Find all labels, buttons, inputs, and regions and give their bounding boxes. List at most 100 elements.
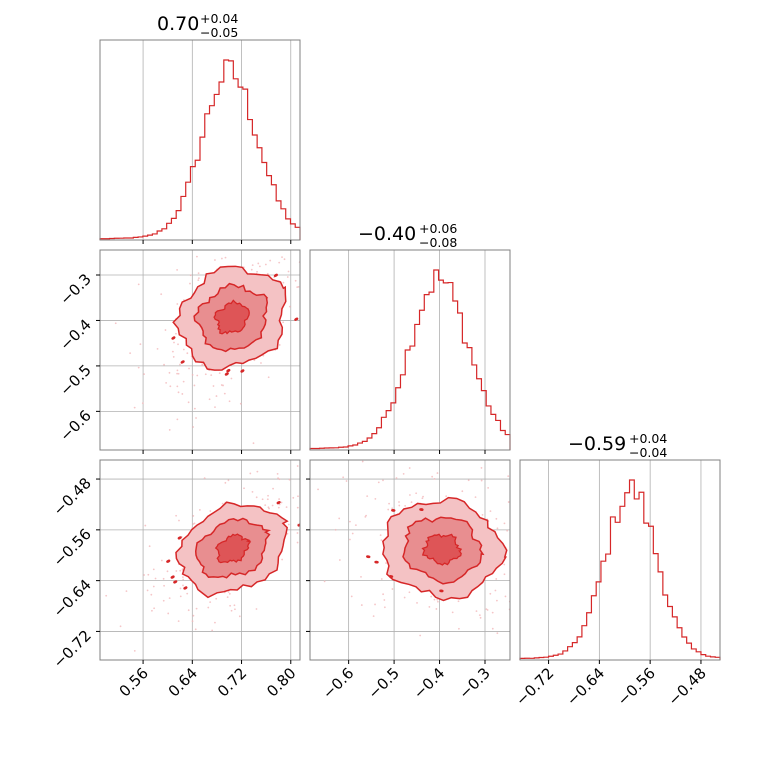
sample-point [252,442,255,445]
sample-point [513,596,515,598]
contour-island [166,559,171,563]
sample-point [276,472,279,475]
sample-point [517,486,519,488]
sample-point [169,385,172,388]
y-tick-label: −0.5 [56,361,94,399]
sample-point [544,530,546,532]
sample-point [364,429,366,431]
sample-point [303,521,305,523]
sample-point [196,255,198,258]
contour-island [226,368,231,373]
panel-frame [99,459,301,661]
title-param-2-plus: +0.04 [629,431,667,446]
sample-point [182,380,185,383]
sample-point [234,608,236,611]
sample-point [224,256,227,259]
sample-point [398,501,400,503]
contour-island [171,336,176,340]
sample-point [256,470,259,473]
sample-point [281,256,283,258]
contour-island [173,580,178,584]
sample-point [277,477,279,480]
sample-point [156,347,159,350]
sample-point [489,510,492,513]
sample-point [496,527,499,530]
sample-point [435,608,438,610]
contour-island [294,317,299,321]
sample-point [296,541,299,544]
sample-point [177,372,180,375]
sample-point [282,321,285,324]
contour-island [366,555,371,559]
sample-point [182,578,185,581]
contour-inner [213,299,250,335]
sample-point [361,460,364,463]
sample-point [176,303,179,305]
sample-point [305,311,307,313]
sample-point [251,490,254,493]
sample-point [286,276,289,278]
sample-point [267,227,269,229]
sample-point [383,606,386,609]
sample-point [334,245,336,247]
title-param-1-plus: +0.06 [419,221,457,236]
sample-point [203,477,206,480]
sample-point [329,196,331,198]
sample-point [380,539,383,541]
sample-point [307,564,309,566]
sample-point [201,363,204,366]
sample-point [189,282,191,285]
sample-point [479,616,482,619]
sample-point [195,417,197,419]
title-param-0: 0.70 [157,13,199,35]
sample-point [349,538,351,541]
sample-point [491,611,494,614]
sample-point [458,627,460,630]
sample-point [294,279,297,282]
sample-point [365,514,367,517]
sample-point [167,612,170,615]
sample-point [195,607,198,610]
pair-panel-content [303,460,546,660]
sample-point [133,649,136,652]
sample-point [298,195,300,197]
sample-point [385,562,387,564]
sample-point [351,537,353,539]
sample-point [305,528,307,530]
sample-point [480,467,483,469]
sample-point [232,247,234,249]
sample-point [181,393,184,395]
sample-point [344,469,346,471]
sample-point [171,350,174,353]
panel-frame [309,249,511,451]
sample-point [179,363,181,366]
contour-group [366,496,508,602]
sample-point [258,265,261,268]
sample-point [208,398,211,401]
sample-point [179,595,182,598]
sample-point [255,608,258,610]
sample-point [503,522,506,525]
sample-point [489,592,492,595]
sample-point [214,259,216,261]
sample-point [506,529,509,532]
contour-island [374,560,379,564]
sample-point [422,495,424,498]
sample-point [153,607,156,610]
sample-point [214,621,216,624]
sample-point [267,494,269,497]
sample-point [238,615,241,618]
sample-point [387,508,390,511]
sample-point [507,475,510,478]
pair-panel-1-2 [303,459,546,661]
diagonal-histograms [99,39,721,661]
sample-point [383,599,386,601]
sample-point [480,479,483,482]
sample-point [367,499,369,501]
sample-point [268,507,270,510]
sample-point [257,262,260,265]
sample-point [250,268,253,271]
sample-point [282,281,285,284]
sample-point [475,610,478,613]
contour-island [224,372,229,376]
